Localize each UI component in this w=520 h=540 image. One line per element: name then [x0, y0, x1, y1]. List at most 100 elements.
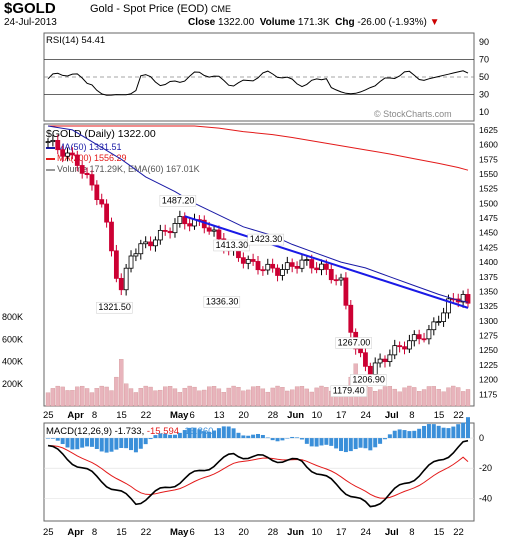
macd-histogram-bar — [246, 435, 251, 439]
volume-bar — [158, 389, 163, 407]
macd-histogram-bar — [309, 438, 314, 447]
price-x-tick-label: May — [170, 410, 189, 421]
candle-body — [187, 223, 193, 227]
candle-body — [250, 259, 256, 262]
volume-bar — [465, 389, 471, 407]
price-x-tick-label: 22 — [453, 410, 464, 421]
volume-bar — [265, 391, 270, 407]
legend-volume: Volume 171.29K, EMA(60) 167.01K — [46, 164, 200, 174]
candle-body — [460, 294, 466, 303]
volume-bar — [343, 386, 349, 407]
macd-histogram-bar — [221, 426, 226, 439]
rsi-tick-label: 90 — [479, 37, 489, 47]
volume-bar — [119, 359, 124, 407]
candle-body — [231, 248, 236, 251]
macd-histogram-bar — [353, 438, 358, 450]
volume-bar — [187, 385, 192, 407]
candle-body — [216, 229, 222, 240]
watermark-text: © StockCharts.com — [374, 109, 452, 119]
candle-body — [260, 269, 266, 272]
macd-x-tick-label: 15 — [116, 527, 127, 538]
candle-body — [294, 266, 300, 269]
price-x-tick-label: 24 — [360, 410, 371, 421]
candle-body — [89, 174, 95, 186]
price-annotation: 1336.30 — [206, 296, 239, 306]
volume-bar — [353, 363, 358, 407]
candle-body — [465, 294, 471, 304]
macd-histogram-bar — [260, 434, 265, 439]
candle-body — [406, 340, 412, 350]
macd-histogram-bar — [124, 438, 129, 449]
annotation-box — [350, 374, 387, 386]
macd-x-tick-label: Apr — [67, 527, 84, 538]
macd-histogram-bar — [70, 438, 75, 450]
macd-tick-label: 0 — [479, 433, 484, 443]
price-tick-label: 1200 — [479, 375, 498, 385]
rsi-label: RSI(14) 54.41 — [46, 35, 106, 46]
price-annotation: 1423.30 — [250, 234, 283, 244]
macd-histogram-bar — [148, 438, 153, 440]
volume-bar — [65, 390, 70, 407]
candle-body — [172, 223, 178, 234]
candle-body — [240, 257, 246, 264]
macd-histogram-bar — [348, 438, 353, 452]
candle-body — [333, 279, 339, 282]
volume-bar — [338, 386, 344, 407]
price-tick-label: 1475 — [479, 213, 498, 223]
macd-histogram-bar — [378, 438, 383, 444]
volume-bar — [329, 390, 334, 407]
price-x-tick-label: 25 — [43, 410, 54, 421]
volume-bar — [123, 383, 129, 407]
volume-bar — [202, 389, 207, 407]
macd-x-tick-label: 28 — [268, 527, 279, 538]
macd-histogram-bar — [456, 424, 461, 439]
macd-histogram-bar — [133, 438, 138, 453]
macd-histogram-bar — [129, 438, 134, 451]
price-x-tick-label: Jun — [287, 410, 304, 421]
rsi-tick-label: 10 — [479, 107, 489, 117]
candle-body — [157, 230, 163, 241]
macd-panel-frame — [43, 422, 475, 522]
volume-bar — [55, 385, 60, 407]
macd-signal-line — [47, 445, 469, 499]
candle-body — [148, 241, 153, 247]
macd-histogram-bar — [441, 427, 446, 439]
candle-body — [162, 230, 168, 232]
volume-bar — [75, 386, 80, 407]
volume-tick-label: 600K — [2, 334, 23, 344]
volume-bar — [153, 390, 158, 407]
candle-body — [348, 304, 354, 333]
price-tick-label: 1425 — [479, 242, 498, 252]
price-tick-label: 1575 — [479, 154, 498, 164]
volume-bar — [163, 386, 168, 407]
annotation-box — [335, 337, 372, 349]
histogram-value: 13.860 — [184, 426, 214, 437]
macd-x-tick-label: 8 — [92, 527, 97, 538]
volume-bar — [94, 388, 99, 407]
candle-body — [109, 221, 114, 252]
candle-body — [206, 227, 212, 232]
macd-histogram-bar — [251, 434, 256, 439]
candle-body — [411, 334, 417, 342]
macd-histogram-bar — [319, 438, 324, 446]
candle-body — [431, 321, 437, 331]
candle-body — [309, 259, 315, 269]
candle-body — [377, 358, 383, 364]
volume-bar — [70, 390, 75, 407]
candle-body — [123, 267, 129, 291]
macd-histogram-bar — [304, 438, 309, 444]
volume-bar — [426, 386, 432, 407]
rsi-tick-label: 70 — [479, 54, 489, 64]
macd-histogram-bar — [358, 438, 363, 448]
volume-bar — [382, 386, 388, 407]
volume-bar — [216, 388, 222, 407]
macd-histogram-bar — [417, 428, 422, 439]
volume-bar — [138, 388, 143, 407]
price-x-tick-label: 13 — [214, 410, 225, 421]
price-x-tick-label: 20 — [238, 410, 249, 421]
volume-bar — [446, 387, 451, 407]
volume-bar — [50, 388, 56, 407]
volume-bar — [197, 390, 202, 407]
macd-x-tick-label: Jul — [385, 527, 399, 538]
